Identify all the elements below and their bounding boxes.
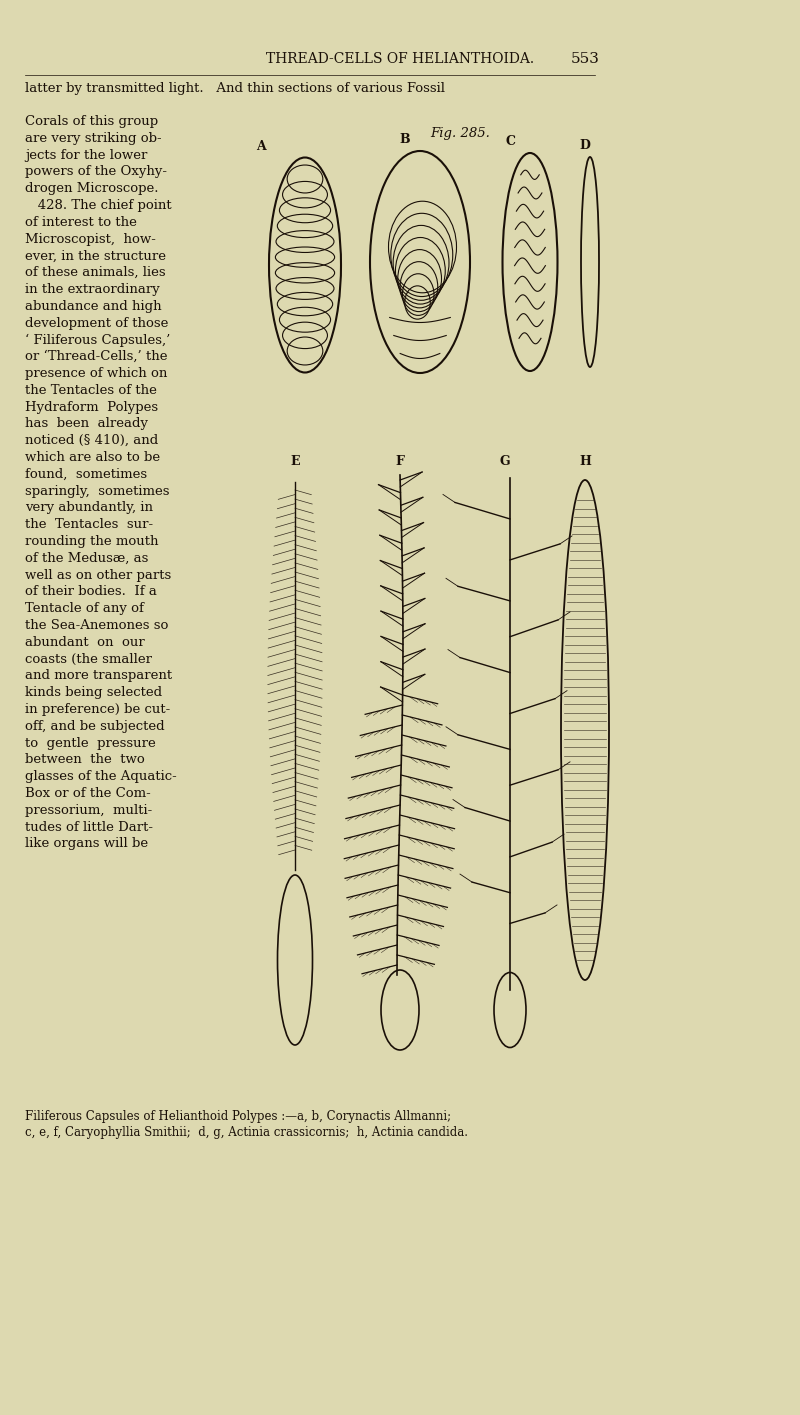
Text: like organs will be: like organs will be	[25, 838, 148, 850]
Text: noticed (§ 410), and: noticed (§ 410), and	[25, 434, 158, 447]
Text: pressorium,  multi-: pressorium, multi-	[25, 804, 152, 816]
Text: B: B	[400, 133, 410, 146]
Text: very abundantly, in: very abundantly, in	[25, 501, 153, 515]
Text: abundance and high: abundance and high	[25, 300, 162, 313]
Text: Microscopist,  how-: Microscopist, how-	[25, 232, 156, 246]
Text: kinds being selected: kinds being selected	[25, 686, 162, 699]
Text: in preference) be cut-: in preference) be cut-	[25, 703, 170, 716]
Text: of these animals, lies: of these animals, lies	[25, 266, 166, 279]
Text: of their bodies.  If a: of their bodies. If a	[25, 586, 157, 599]
Text: between  the  two: between the two	[25, 753, 145, 767]
Text: Box or of the Com-: Box or of the Com-	[25, 787, 150, 799]
Text: glasses of the Aquatic-: glasses of the Aquatic-	[25, 770, 177, 782]
Text: Corals of this group: Corals of this group	[25, 115, 158, 127]
Text: in the extraordinary: in the extraordinary	[25, 283, 160, 296]
Text: presence of which on: presence of which on	[25, 366, 167, 381]
Text: Filiferous Capsules of Helianthoid Polypes :—a, b, Corynactis Allmanni;: Filiferous Capsules of Helianthoid Polyp…	[25, 1109, 451, 1124]
Text: drogen Microscope.: drogen Microscope.	[25, 183, 158, 195]
Text: the Sea-Anemones so: the Sea-Anemones so	[25, 618, 168, 633]
Text: G: G	[500, 456, 510, 468]
Text: ‘ Filiferous Capsules,’: ‘ Filiferous Capsules,’	[25, 334, 170, 347]
Text: A: A	[256, 140, 266, 153]
Text: found,  sometimes: found, sometimes	[25, 468, 147, 481]
Text: D: D	[579, 139, 590, 151]
Text: rounding the mouth: rounding the mouth	[25, 535, 158, 548]
Text: to  gentle  pressure: to gentle pressure	[25, 737, 156, 750]
Text: the Tentacles of the: the Tentacles of the	[25, 383, 157, 396]
Text: of interest to the: of interest to the	[25, 216, 137, 229]
Text: sparingly,  sometimes: sparingly, sometimes	[25, 484, 170, 498]
Text: jects for the lower: jects for the lower	[25, 149, 147, 161]
Text: which are also to be: which are also to be	[25, 451, 160, 464]
Text: has  been  already: has been already	[25, 417, 148, 430]
Text: off, and be subjected: off, and be subjected	[25, 720, 165, 733]
Text: coasts (the smaller: coasts (the smaller	[25, 652, 152, 665]
Text: of the Medusæ, as: of the Medusæ, as	[25, 552, 148, 565]
Text: development of those: development of those	[25, 317, 168, 330]
Text: H: H	[579, 456, 591, 468]
Text: THREAD-CELLS OF HELIANTHOIDA.: THREAD-CELLS OF HELIANTHOIDA.	[266, 52, 534, 67]
Text: c, e, f, Caryophyllia Smithii;  d, g, Actinia crassicornis;  h, Actinia candida.: c, e, f, Caryophyllia Smithii; d, g, Act…	[25, 1126, 468, 1139]
Text: Hydraform  Polypes: Hydraform Polypes	[25, 400, 158, 413]
Text: E: E	[290, 456, 300, 468]
Text: and more transparent: and more transparent	[25, 669, 172, 682]
Text: abundant  on  our: abundant on our	[25, 635, 145, 649]
Text: ever, in the structure: ever, in the structure	[25, 249, 166, 262]
Text: F: F	[395, 456, 405, 468]
Text: are very striking ob-: are very striking ob-	[25, 132, 162, 144]
Text: C: C	[505, 134, 515, 149]
Text: tudes of little Dart-: tudes of little Dart-	[25, 821, 153, 833]
Text: well as on other parts: well as on other parts	[25, 569, 171, 582]
Text: powers of the Oxyhy-: powers of the Oxyhy-	[25, 166, 167, 178]
Text: or ‘Thread-Cells,’ the: or ‘Thread-Cells,’ the	[25, 350, 167, 364]
Text: Tentacle of any of: Tentacle of any of	[25, 603, 144, 616]
Text: 553: 553	[571, 52, 600, 67]
Text: Fig. 285.: Fig. 285.	[430, 127, 490, 140]
Text: latter by transmitted light.   And thin sections of various Fossil: latter by transmitted light. And thin se…	[25, 82, 445, 95]
Text: 428. The chief point: 428. The chief point	[25, 200, 172, 212]
Text: the  Tentacles  sur-: the Tentacles sur-	[25, 518, 153, 531]
